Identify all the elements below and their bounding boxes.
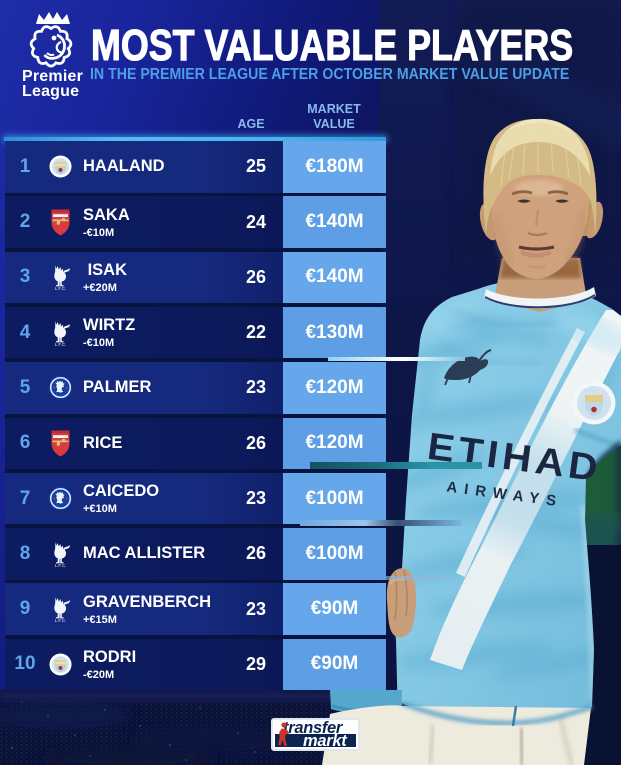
svg-text:L.F.C.: L.F.C. xyxy=(54,286,65,290)
svg-text:L.F.C.: L.F.C. xyxy=(54,618,65,622)
svg-text:L.F.C.: L.F.C. xyxy=(54,563,65,567)
svg-text:L.F.C.: L.F.C. xyxy=(54,341,65,345)
